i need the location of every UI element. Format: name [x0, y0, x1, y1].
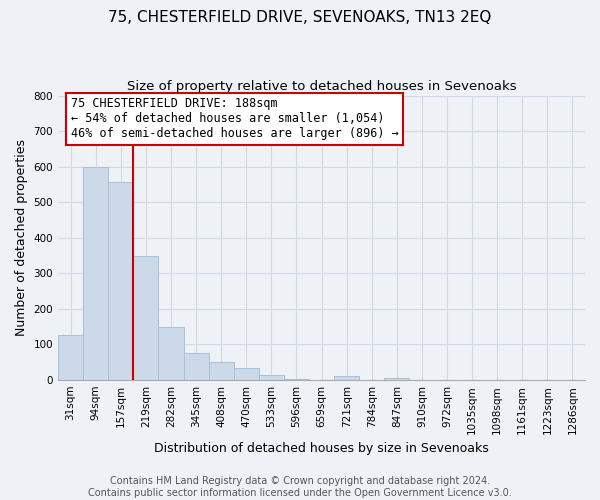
Bar: [158, 328, 184, 380]
Bar: [334, 376, 359, 380]
Bar: [58, 334, 83, 380]
Bar: [284, 379, 309, 380]
Bar: [209, 362, 233, 380]
Y-axis label: Number of detached properties: Number of detached properties: [15, 140, 28, 336]
X-axis label: Distribution of detached houses by size in Sevenoaks: Distribution of detached houses by size …: [154, 442, 489, 455]
Bar: [133, 256, 158, 380]
Bar: [259, 375, 284, 380]
Text: 75, CHESTERFIELD DRIVE, SEVENOAKS, TN13 2EQ: 75, CHESTERFIELD DRIVE, SEVENOAKS, TN13 …: [109, 10, 491, 25]
Bar: [83, 166, 108, 380]
Bar: [184, 354, 209, 380]
Title: Size of property relative to detached houses in Sevenoaks: Size of property relative to detached ho…: [127, 80, 517, 93]
Text: 75 CHESTERFIELD DRIVE: 188sqm
← 54% of detached houses are smaller (1,054)
46% o: 75 CHESTERFIELD DRIVE: 188sqm ← 54% of d…: [71, 98, 398, 140]
Bar: [108, 182, 133, 380]
Bar: [384, 378, 409, 380]
Text: Contains HM Land Registry data © Crown copyright and database right 2024.
Contai: Contains HM Land Registry data © Crown c…: [88, 476, 512, 498]
Bar: [233, 368, 259, 380]
